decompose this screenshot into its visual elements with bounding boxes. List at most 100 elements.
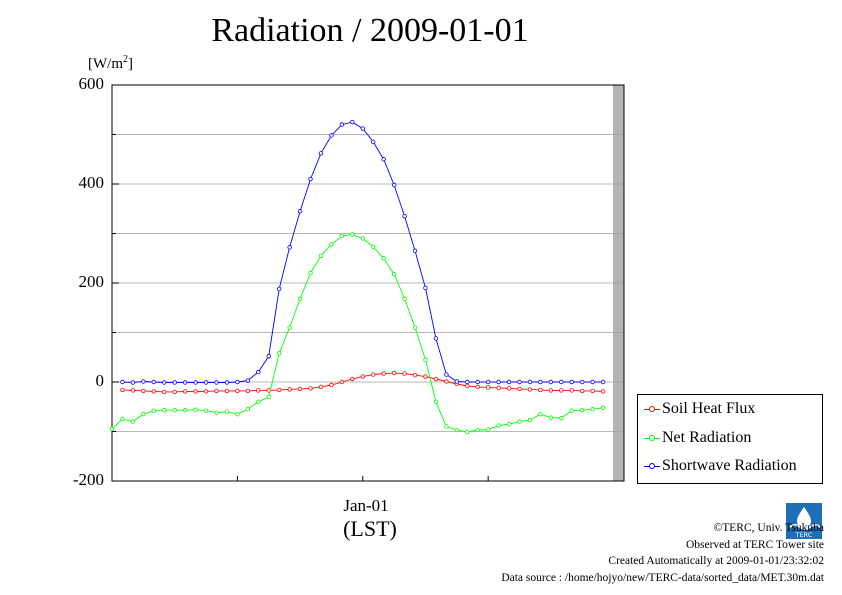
- data-point-shortwave-radiation: [193, 380, 198, 385]
- data-point-net-radiation: [256, 399, 261, 404]
- data-point-soil-heat-flux: [214, 388, 219, 394]
- data-point-net-radiation: [151, 408, 156, 413]
- data-point-net-radiation: [538, 411, 543, 417]
- legend-item-shortwave-radiation: Shortwave Radiation: [638, 454, 822, 480]
- data-point-soil-heat-flux: [412, 372, 418, 378]
- y-tick-label: 400: [78, 173, 105, 192]
- data-point-net-radiation: [381, 256, 386, 261]
- data-point-net-radiation: [506, 421, 512, 427]
- data-point-soil-heat-flux: [548, 388, 554, 393]
- data-point-net-radiation: [120, 416, 125, 422]
- data-point-shortwave-radiation: [381, 157, 386, 162]
- series-line-net-radiation: [111, 234, 604, 433]
- data-point-shortwave-radiation: [182, 380, 188, 385]
- y-tick-label: 0: [95, 371, 105, 390]
- data-point-net-radiation: [475, 427, 480, 433]
- data-point-net-radiation: [266, 394, 271, 400]
- data-point-net-radiation: [423, 357, 428, 362]
- data-point-soil-heat-flux: [559, 388, 564, 393]
- data-point-soil-heat-flux: [203, 389, 209, 394]
- data-point-net-radiation: [276, 351, 282, 356]
- data-point-soil-heat-flux: [580, 388, 585, 394]
- data-point-shortwave-radiation: [235, 379, 240, 385]
- data-point-soil-heat-flux: [350, 376, 355, 382]
- data-point-net-radiation: [130, 419, 136, 424]
- data-point-net-radiation: [548, 415, 554, 420]
- y-tick-label: 200: [78, 272, 105, 291]
- logo-wave-shape: [789, 524, 821, 530]
- data-point-shortwave-radiation: [245, 378, 251, 383]
- data-point-soil-heat-flux: [318, 384, 324, 390]
- data-point-soil-heat-flux: [517, 386, 522, 392]
- chart-legend: Soil Heat Flux Net Radiation Shortwave R…: [637, 394, 823, 484]
- data-point-shortwave-radiation: [360, 126, 365, 131]
- data-point-shortwave-radiation: [256, 369, 261, 375]
- data-point-net-radiation: [485, 427, 491, 432]
- data-point-net-radiation: [391, 271, 397, 277]
- terc-logo: TERC: [786, 503, 822, 539]
- data-point-shortwave-radiation: [120, 379, 125, 385]
- data-point-net-radiation: [297, 296, 303, 302]
- data-point-shortwave-radiation: [444, 372, 449, 377]
- data-point-soil-heat-flux: [172, 389, 177, 395]
- data-point-soil-heat-flux: [475, 384, 480, 390]
- credits-copyright: ©TERC, Univ. Tsukuba: [713, 522, 824, 534]
- data-point-net-radiation: [235, 411, 240, 417]
- data-point-shortwave-radiation: [266, 354, 271, 359]
- data-point-soil-heat-flux: [371, 372, 376, 377]
- data-point-net-radiation: [527, 417, 533, 423]
- data-point-shortwave-radiation: [297, 209, 303, 214]
- data-point-shortwave-radiation: [371, 139, 376, 145]
- data-point-soil-heat-flux: [287, 387, 292, 392]
- data-point-soil-heat-flux: [402, 371, 407, 376]
- data-point-soil-heat-flux: [193, 389, 198, 394]
- data-point-net-radiation: [559, 415, 564, 421]
- data-point-net-radiation: [590, 407, 595, 412]
- data-point-soil-heat-flux: [162, 389, 167, 395]
- data-point-shortwave-radiation: [600, 379, 606, 385]
- legend-item-net-radiation: Net Radiation: [638, 426, 822, 452]
- data-point-shortwave-radiation: [162, 380, 167, 385]
- data-point-net-radiation: [580, 408, 585, 413]
- y-axis-unit-main: [W/m: [88, 56, 123, 72]
- data-point-shortwave-radiation: [538, 379, 543, 385]
- data-point-soil-heat-flux: [224, 388, 230, 394]
- data-point-net-radiation: [465, 429, 470, 435]
- logo-text: TERC: [795, 531, 813, 539]
- y-axis-unit-superscript: 2: [123, 54, 128, 65]
- data-point-net-radiation: [214, 410, 219, 415]
- legend-label-shortwave-radiation: Shortwave Radiation: [662, 457, 797, 474]
- data-point-shortwave-radiation: [412, 248, 418, 254]
- data-point-soil-heat-flux: [130, 388, 136, 393]
- legend-marker-shortwave-radiation: [649, 463, 655, 469]
- data-point-shortwave-radiation: [287, 245, 292, 250]
- data-point-soil-heat-flux: [465, 383, 470, 389]
- data-point-soil-heat-flux: [444, 379, 449, 384]
- y-axis-unit-label: [W/m2]: [88, 54, 133, 73]
- data-point-soil-heat-flux: [527, 387, 533, 392]
- data-point-shortwave-radiation: [580, 379, 585, 385]
- data-point-soil-heat-flux: [329, 382, 334, 388]
- logo-drop-shape: [797, 507, 811, 528]
- data-point-shortwave-radiation: [318, 151, 324, 156]
- data-point-shortwave-radiation: [203, 380, 209, 385]
- data-point-net-radiation: [496, 423, 501, 428]
- data-point-soil-heat-flux: [308, 386, 313, 391]
- data-point-shortwave-radiation: [485, 379, 491, 385]
- data-point-shortwave-radiation: [276, 286, 282, 292]
- data-point-shortwave-radiation: [496, 379, 501, 385]
- data-point-soil-heat-flux: [256, 388, 261, 393]
- data-point-net-radiation: [287, 325, 292, 330]
- data-point-shortwave-radiation: [141, 379, 146, 384]
- data-point-net-radiation: [109, 426, 115, 432]
- data-point-net-radiation: [318, 253, 324, 258]
- data-point-net-radiation: [454, 427, 460, 433]
- chart-title: Radiation / 2009-01-01: [211, 12, 529, 49]
- data-point-shortwave-radiation: [329, 133, 334, 138]
- data-point-soil-heat-flux: [600, 389, 606, 394]
- data-point-soil-heat-flux: [360, 374, 365, 379]
- data-point-shortwave-radiation: [402, 213, 407, 219]
- data-point-soil-heat-flux: [151, 389, 156, 394]
- legend-marker-net-radiation: [649, 435, 655, 441]
